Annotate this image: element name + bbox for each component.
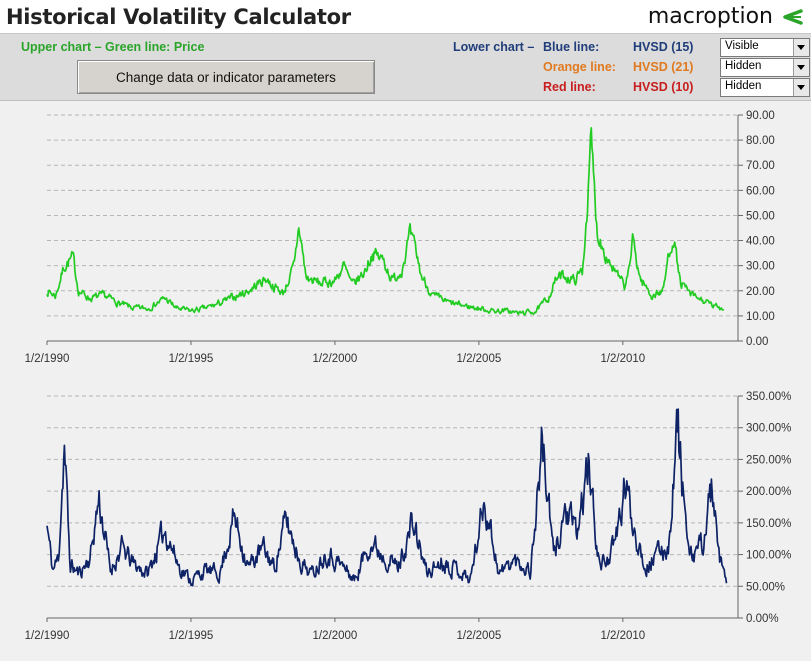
y-tick-label: 90.00 — [746, 110, 775, 122]
x-tick-label: 1/2/1995 — [169, 630, 214, 642]
red-line-visibility-value: Hidden — [725, 80, 762, 92]
orange-line-visibility-value: Hidden — [725, 60, 762, 72]
red-line-label: Red line: — [543, 80, 596, 94]
title-bar: Historical Volatility Calculator macropt… — [0, 0, 811, 34]
chevron-down-icon[interactable] — [793, 39, 809, 56]
y-tick-label: 40.00 — [746, 236, 775, 248]
y-tick-label: 30.00 — [746, 261, 775, 273]
series-line — [46, 408, 728, 587]
y-tick-label: 20.00 — [746, 286, 775, 298]
x-tick-label: 1/2/2010 — [600, 353, 645, 365]
chevron-down-icon[interactable] — [793, 79, 809, 96]
orange-line-label: Orange line: — [543, 60, 616, 74]
orange-line-indicator: HVSD (21) — [633, 60, 694, 74]
x-tick-label: 1/2/2000 — [313, 630, 358, 642]
blue-line-indicator: HVSD (15) — [633, 40, 694, 54]
series-line — [46, 126, 725, 316]
logo-text: macroption — [647, 4, 773, 29]
blue-line-visibility-value: Visible — [725, 40, 759, 52]
x-tick-label: 1/2/2005 — [456, 630, 501, 642]
lower-chart-prefix: Lower chart – — [453, 40, 535, 54]
x-tick-label: 1/2/1995 — [169, 353, 214, 365]
blue-line-visibility-dropdown[interactable]: Visible — [720, 38, 810, 57]
x-tick-label: 1/2/1990 — [25, 630, 70, 642]
x-tick-label: 1/2/2010 — [600, 630, 645, 642]
red-line-visibility-dropdown[interactable]: Hidden — [720, 78, 810, 97]
x-tick-label: 1/2/2005 — [456, 353, 501, 365]
y-tick-label: 350.00% — [746, 391, 791, 403]
y-tick-label: 0.00 — [746, 336, 768, 348]
y-tick-label: 50.00% — [746, 581, 785, 593]
y-tick-label: 300.00% — [746, 423, 791, 435]
macroption-logo: macroption — [648, 4, 803, 29]
change-parameters-button[interactable]: Change data or indicator parameters — [77, 60, 375, 94]
orange-line-visibility-dropdown[interactable]: Hidden — [720, 58, 810, 77]
y-tick-label: 50.00 — [746, 210, 775, 222]
blue-line-label: Blue line: — [543, 40, 600, 54]
volatility-chart: 0.00% 50.00% 100.00% 150.00% 200.00% 250.00% 3… — [25, 391, 792, 642]
y-tick-label: 70.00 — [746, 160, 775, 172]
y-tick-label: 0.00% — [746, 613, 779, 625]
control-band: Upper chart – Green line: Price Change d… — [0, 34, 811, 101]
chevron-down-icon[interactable] — [793, 59, 809, 76]
y-tick-label: 100.00% — [746, 550, 791, 562]
x-tick-label: 1/2/1990 — [25, 353, 70, 365]
y-tick-label: 250.00% — [746, 454, 791, 466]
y-tick-label: 60.00 — [746, 185, 775, 197]
x-tick-label: 1/2/2000 — [313, 353, 358, 365]
app-title: Historical Volatility Calculator — [6, 5, 351, 29]
y-tick-label: 80.00 — [746, 135, 775, 147]
upper-chart-legend: Upper chart – Green line: Price — [21, 40, 205, 54]
price-chart: 0.00 10.00 20.00 30.00 40.00 50.00 60.00 70.00 8… — [25, 110, 775, 365]
y-tick-label: 10.00 — [746, 311, 775, 323]
logo-arrow-icon — [783, 8, 803, 25]
y-tick-label: 200.00% — [746, 486, 791, 498]
y-tick-label: 150.00% — [746, 518, 791, 530]
red-line-indicator: HVSD (10) — [633, 80, 694, 94]
